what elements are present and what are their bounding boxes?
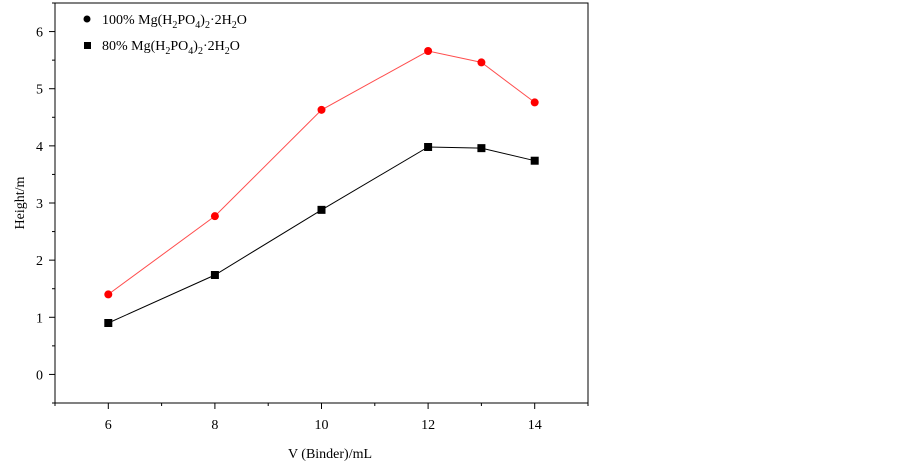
y-tick-label: 4 [36,140,43,155]
data-point [104,290,113,299]
y-tick-label: 1 [36,311,43,326]
data-point [104,319,113,327]
x-tick-label: 10 [315,418,329,433]
data-point [317,205,326,214]
data-point [530,156,539,165]
plot-frame [54,2,589,404]
series-line-1 [108,146,535,324]
data-point [210,271,219,279]
x-tick-label: 6 [105,418,112,433]
data-point [424,143,433,151]
data-point [317,105,326,114]
x-tick-labels: 6 8 10 12 14 [105,418,542,433]
legend-marker-80 [84,42,91,49]
data-point [424,47,433,55]
x-tick-label: 8 [211,418,218,433]
y-tick-label: 5 [36,83,43,98]
y-tick-label: 2 [36,254,43,269]
x-tick-label: 14 [528,418,542,433]
x-tick-label: 12 [421,418,435,433]
y-axis-title: Height/m [13,176,28,229]
legend-marker-100 [83,15,91,23]
axis-ticks [49,2,589,409]
series-line-0 [108,50,536,295]
x-axis-title: V (Binder)/mL [288,447,372,462]
y-tick-label: 3 [36,197,43,212]
series-lines [108,50,536,324]
data-point [477,58,486,67]
y-tick-label: 0 [36,368,43,383]
legend: 100% Mg(H2PO4)2·2H2O 80% Mg(H2PO4)2·2H2O [83,13,247,57]
legend-label-80: 80% Mg(H2PO4)2·2H2O [102,39,240,57]
data-point [477,144,486,153]
data-point [210,212,219,221]
y-tick-label: 6 [36,26,43,41]
y-tick-labels: 0 1 2 3 4 5 6 [36,26,43,384]
data-point [530,98,539,107]
series-markers [104,47,539,327]
legend-label-100: 100% Mg(H2PO4)2·2H2O [102,13,247,31]
